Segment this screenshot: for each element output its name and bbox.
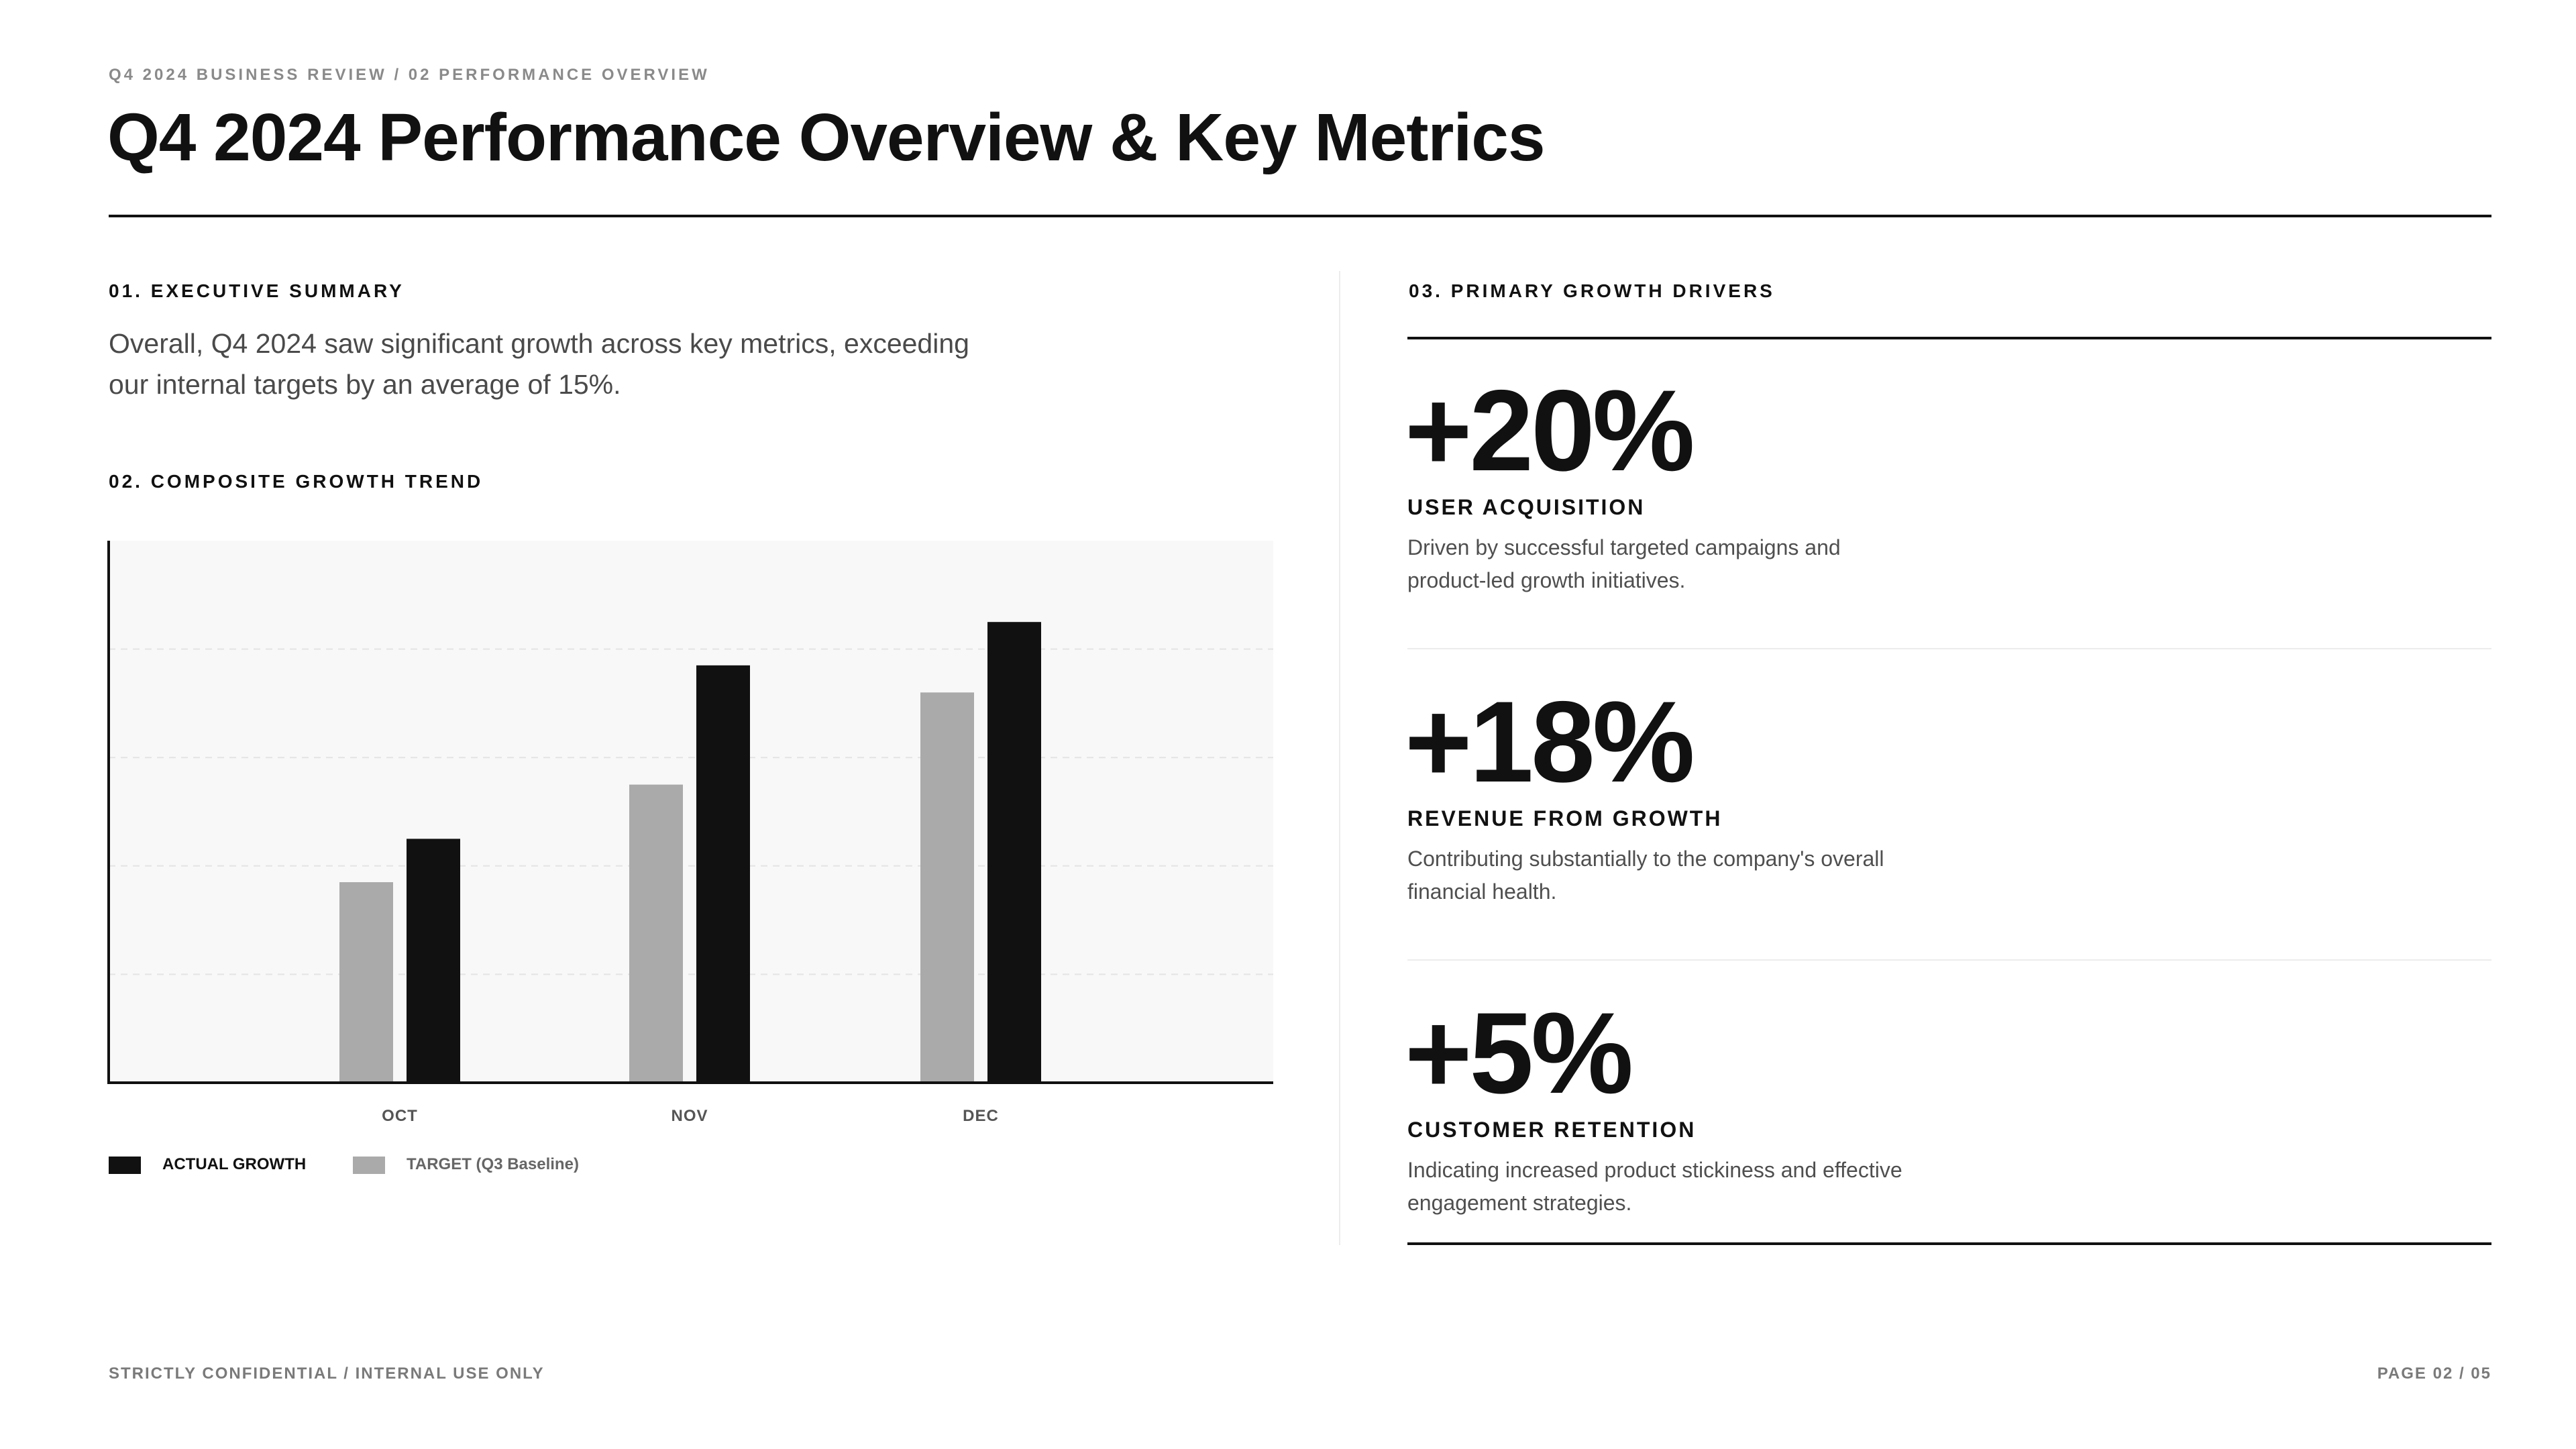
confidentiality-note: STRICTLY CONFIDENTIAL / INTERNAL USE ONL… [109, 1364, 545, 1383]
executive-summary-text: Overall, Q4 2024 saw significant growth … [109, 328, 969, 400]
bar-dec-target [920, 692, 974, 1083]
metric-divider [1407, 648, 2491, 649]
metric-value-revenue-growth: +18% [1405, 678, 1695, 806]
legend-swatch-target [353, 1157, 385, 1174]
metric-divider [1407, 959, 2491, 961]
legend-label-actual: ACTUAL GROWTH [162, 1155, 307, 1173]
executive-summary-heading: 01. EXECUTIVE SUMMARY [109, 280, 405, 301]
legend-swatch-actual [109, 1157, 141, 1174]
legend-label-target: TARGET (Q3 Baseline) [407, 1155, 579, 1173]
metrics-top-divider [1407, 337, 2491, 339]
metric-label-customer-retention: CUSTOMER RETENTION [1407, 1118, 1697, 1142]
bar-oct-actual [407, 839, 460, 1083]
page-title: Q4 2024 Performance Overview & Key Metri… [107, 100, 1545, 175]
page-number: PAGE 02 / 05 [2377, 1364, 2491, 1383]
bar-nov-actual [696, 665, 750, 1083]
x-tick-label-dec: DEC [963, 1107, 999, 1125]
plot-background [109, 541, 1273, 1083]
growth-trend-heading: 02. COMPOSITE GROWTH TREND [109, 471, 484, 492]
metric-label-user-acquisition: USER ACQUISITION [1407, 495, 1646, 519]
bar-oct-target [339, 882, 393, 1083]
column-divider [1339, 271, 1340, 1245]
growth-trend-chart [107, 541, 1273, 1085]
bar-chart-svg [107, 541, 1273, 1084]
metric-desc-user-acquisition: Driven by successful targeted campaigns … [1407, 535, 1841, 592]
metric-label-revenue-growth: REVENUE FROM GROWTH [1407, 806, 1723, 830]
bar-nov-target [629, 784, 683, 1083]
metric-desc-customer-retention: Indicating increased product stickiness … [1407, 1158, 1902, 1215]
metrics-bottom-divider [1407, 1242, 2491, 1245]
breadcrumb: Q4 2024 BUSINESS REVIEW / 02 PERFORMANCE… [109, 66, 710, 84]
growth-drivers-heading: 03. PRIMARY GROWTH DRIVERS [1409, 280, 1775, 301]
metric-desc-revenue-growth: Contributing substantially to the compan… [1407, 847, 1884, 904]
metric-value-user-acquisition: +20% [1405, 366, 1695, 495]
x-tick-label-oct: OCT [382, 1107, 418, 1125]
metric-value-customer-retention: +5% [1405, 989, 1633, 1118]
bar-dec-actual [987, 622, 1041, 1083]
x-tick-label-nov: NOV [671, 1107, 708, 1125]
title-divider [109, 215, 2491, 217]
